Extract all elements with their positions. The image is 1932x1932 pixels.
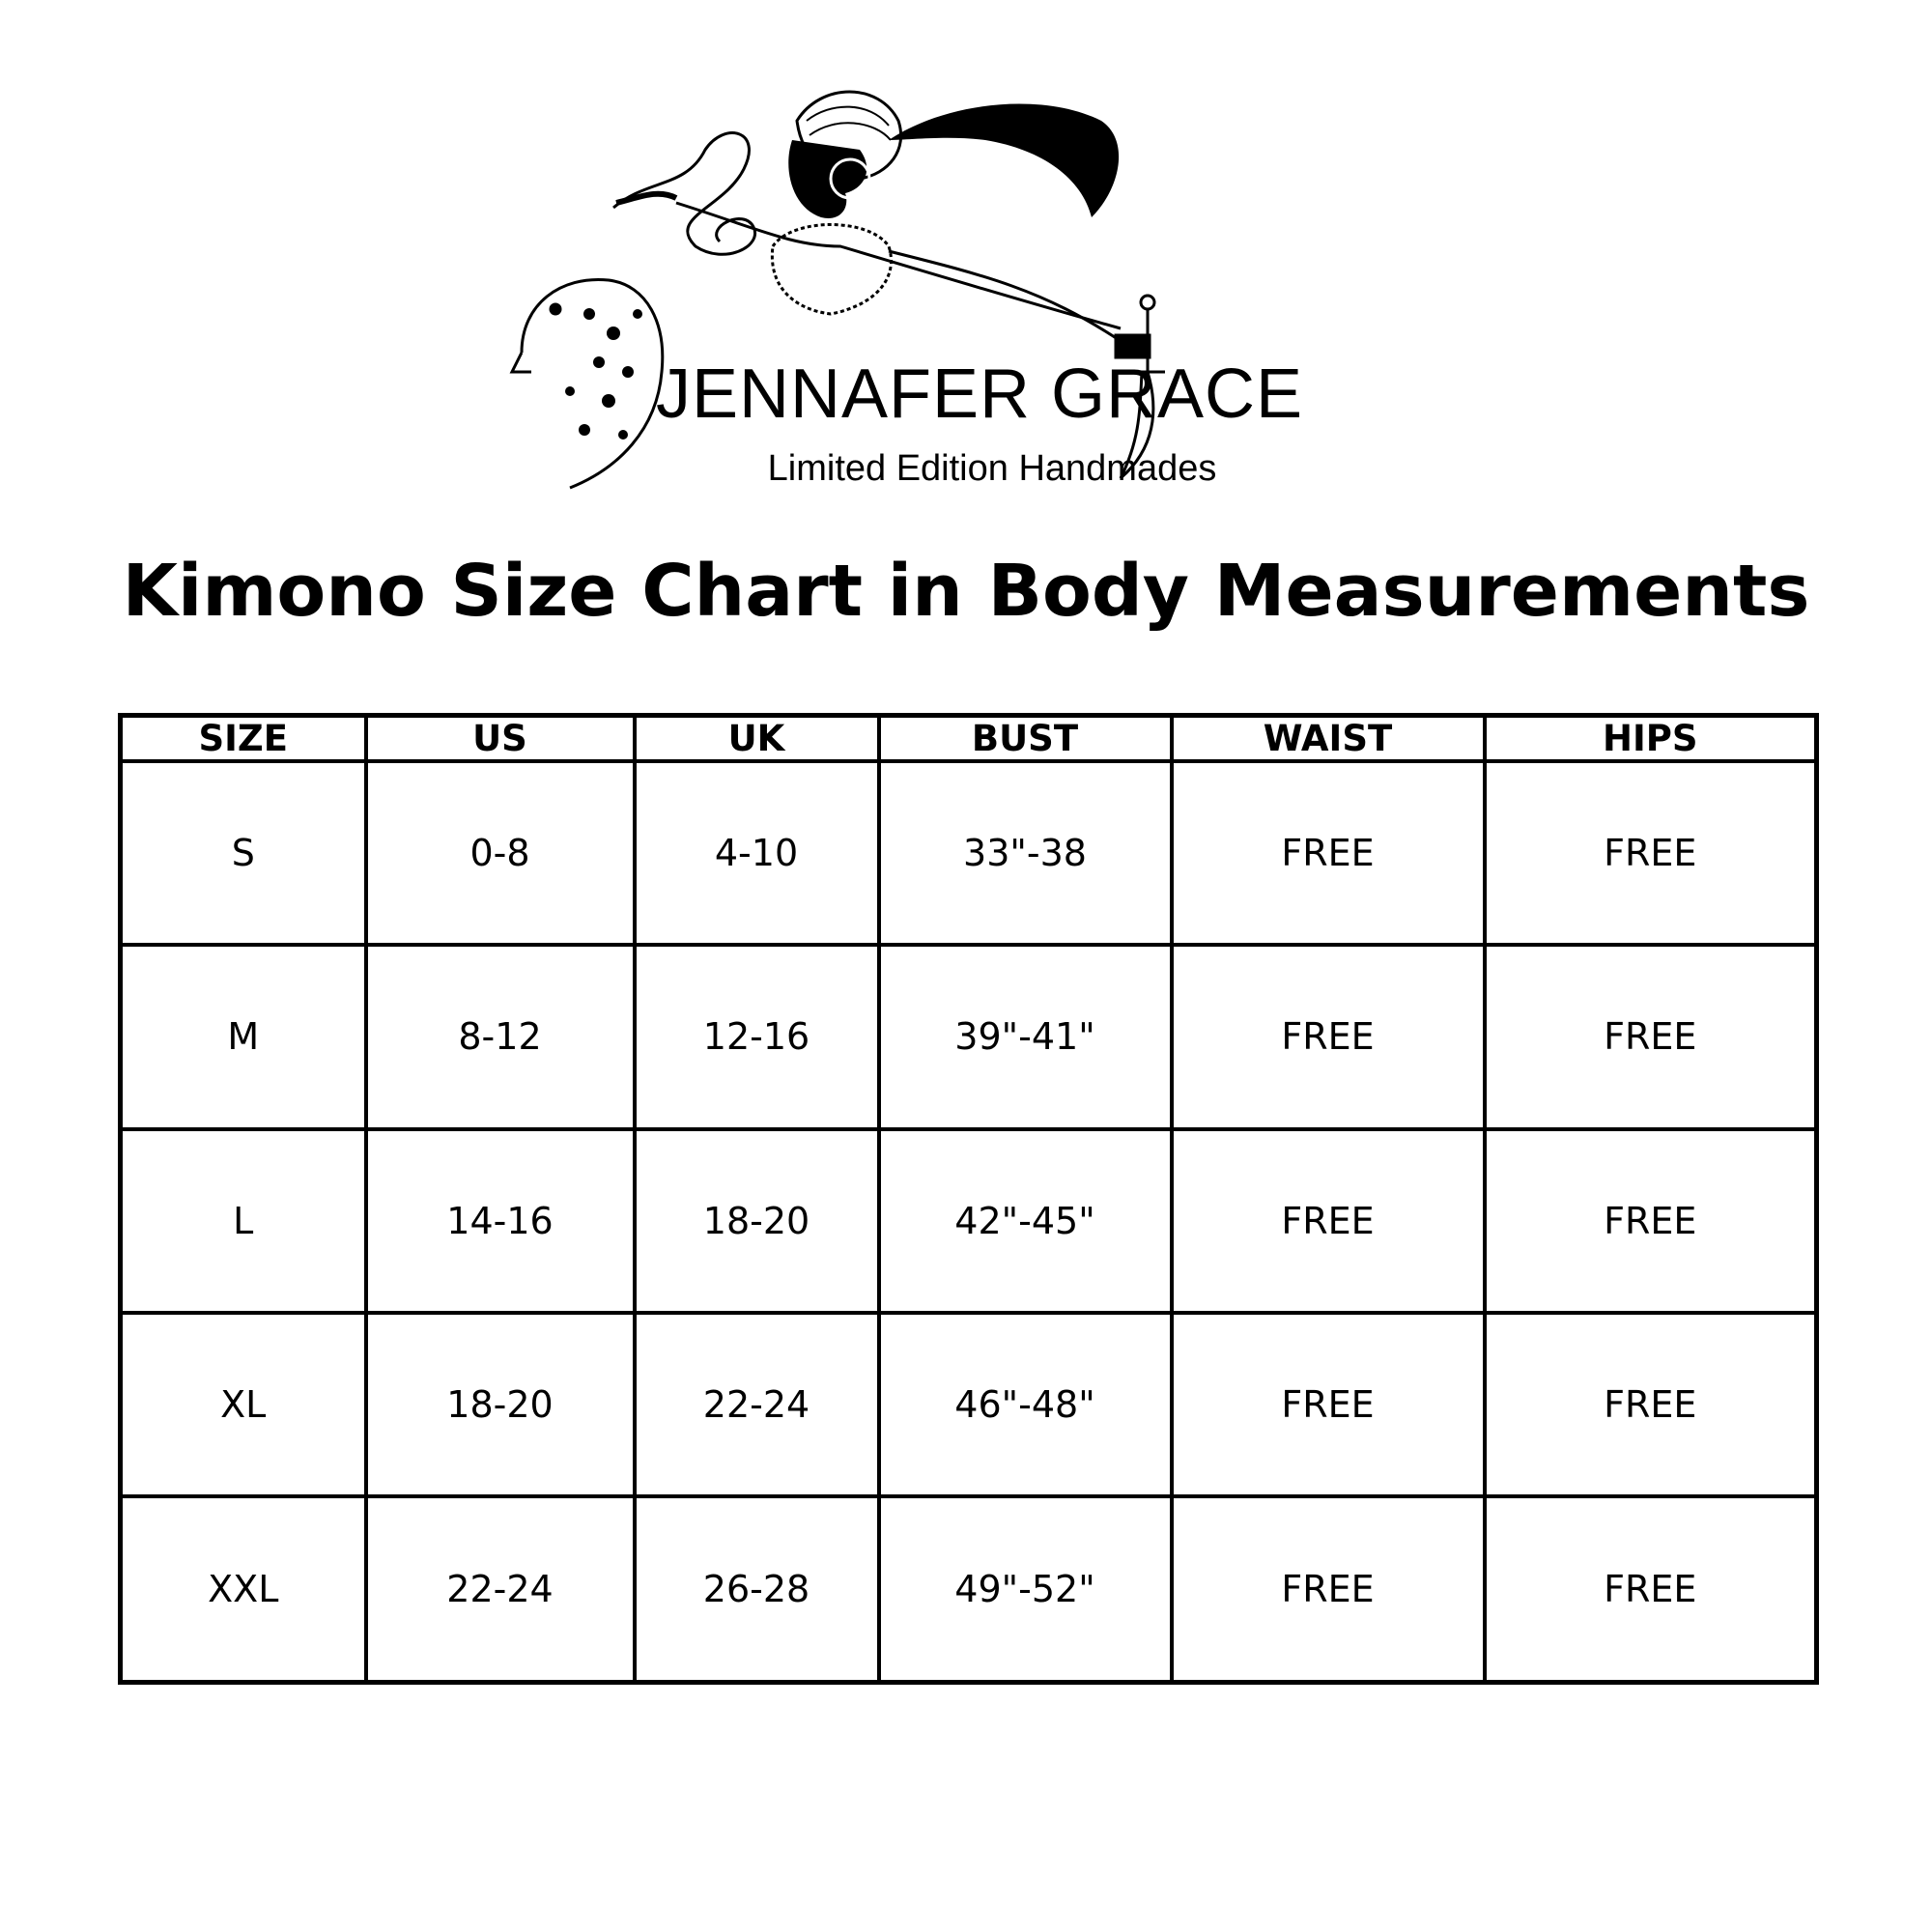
cell-bust: 46"-48"	[876, 1310, 1174, 1499]
cell-us: 22-24	[363, 1494, 637, 1685]
table-row: L 14-16 18-20 42"-45" FREE FREE	[118, 1126, 1819, 1315]
woman-figure-icon	[675, 90, 1122, 343]
cell-us: 18-20	[363, 1310, 637, 1499]
cell-size: S	[118, 758, 368, 948]
header-uk: UK	[632, 713, 881, 763]
cell-size: L	[118, 1126, 368, 1315]
table-row: XL 18-20 22-24 46"-48" FREE FREE	[118, 1310, 1819, 1499]
cell-us: 8-12	[363, 943, 637, 1131]
header-us: US	[363, 713, 637, 763]
size-chart-table: SIZE US UK BUST WAIST HIPS S 0-8 4-10 33"-3…	[118, 713, 1819, 1685]
cell-us: 14-16	[363, 1126, 637, 1315]
cell-hips: FREE	[1482, 1310, 1819, 1499]
table-row: XXL 22-24 26-28 49"-52" FREE FREE	[118, 1494, 1819, 1685]
cell-waist: FREE	[1169, 1310, 1487, 1499]
table-header-row: SIZE US UK BUST WAIST HIPS	[118, 713, 1819, 763]
cell-uk: 26-28	[632, 1494, 881, 1685]
cell-bust: 49"-52"	[876, 1494, 1174, 1685]
cell-waist: FREE	[1169, 758, 1487, 948]
cell-waist: FREE	[1169, 1494, 1487, 1685]
header-hips: HIPS	[1482, 713, 1819, 763]
cell-size: M	[118, 943, 368, 1131]
cell-size: XL	[118, 1310, 368, 1499]
cell-uk: 22-24	[632, 1310, 881, 1499]
cell-hips: FREE	[1482, 943, 1819, 1131]
cell-uk: 12-16	[632, 943, 881, 1131]
dagger-icon	[1114, 294, 1165, 480]
cell-hips: FREE	[1482, 758, 1819, 948]
cell-bust: 42"-45"	[876, 1126, 1174, 1315]
cell-hips: FREE	[1482, 1494, 1819, 1685]
cell-uk: 18-20	[632, 1126, 881, 1315]
cell-waist: FREE	[1169, 943, 1487, 1131]
cell-waist: FREE	[1169, 1126, 1487, 1315]
header-bust: BUST	[876, 713, 1174, 763]
cell-bust: 33"-38	[876, 758, 1174, 948]
brand-tagline: Limited Edition Handmades	[767, 448, 1217, 489]
cell-us: 0-8	[363, 758, 637, 948]
leopard-icon	[509, 277, 665, 490]
table-row: M 8-12 12-16 39"-41" FREE FREE	[118, 943, 1819, 1131]
header-size: SIZE	[118, 713, 368, 763]
cell-hips: FREE	[1482, 1126, 1819, 1315]
page-title: Kimono Size Chart in Body Measurements	[122, 550, 1810, 633]
header-waist: WAIST	[1169, 713, 1487, 763]
cell-size: XXL	[118, 1494, 368, 1685]
cell-bust: 39"-41"	[876, 943, 1174, 1131]
cell-uk: 4-10	[632, 758, 881, 948]
brand-logo-illustration	[509, 90, 1165, 490]
brand-name: JENNAFER GRACE	[655, 355, 1304, 433]
table-row: S 0-8 4-10 33"-38 FREE FREE	[118, 758, 1819, 948]
snake-icon	[612, 131, 757, 256]
